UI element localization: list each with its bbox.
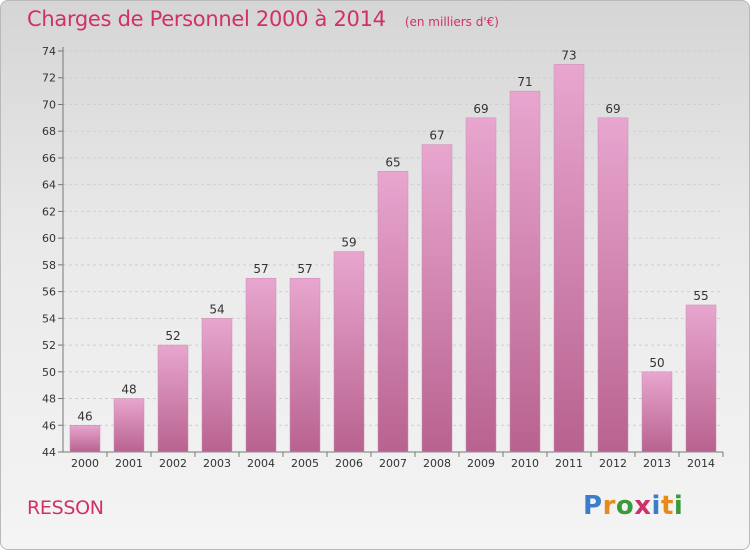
y-tick-label: 54 — [42, 312, 56, 325]
y-tick-label: 44 — [42, 446, 56, 459]
y-tick-label: 60 — [42, 232, 56, 245]
x-tick-label: 2007 — [379, 457, 407, 470]
y-tick-label: 56 — [42, 286, 56, 299]
y-tick-label: 62 — [42, 205, 56, 218]
bar-2005 — [289, 277, 321, 453]
x-tick-label: 2009 — [467, 457, 495, 470]
bar-2014 — [685, 304, 717, 453]
bar-value-label: 69 — [473, 102, 488, 116]
bar-2002 — [157, 344, 189, 453]
proxiti-logo[interactable]: Proxiti — [583, 491, 683, 521]
bar-value-label: 57 — [297, 262, 312, 276]
x-tick-label: 2006 — [335, 457, 363, 470]
x-tick-label: 2004 — [247, 457, 275, 470]
x-tick-label: 2011 — [555, 457, 583, 470]
axes: 44 46 48 50 52 54 56 58 60 62 64 66 68 70 72 74 2000 2001… — [42, 45, 724, 470]
bar-2008 — [421, 144, 453, 453]
bar-value-label: 71 — [517, 75, 532, 89]
y-tick-label: 66 — [42, 152, 56, 165]
bar-value-label: 59 — [341, 236, 356, 250]
title-row: Charges de Personnel 2000 à 2014 (en mil… — [27, 7, 499, 31]
logo-letter: i — [651, 491, 661, 521]
x-tick-label: 2005 — [291, 457, 319, 470]
bar-2006 — [333, 251, 365, 453]
y-tick-label: 50 — [42, 366, 56, 379]
x-tick-label: 2008 — [423, 457, 451, 470]
y-tick-label: 52 — [42, 339, 56, 352]
bar-2003 — [201, 318, 233, 453]
bar-2010 — [509, 90, 541, 453]
y-tick-label: 68 — [42, 125, 56, 138]
x-tick-label: 2014 — [687, 457, 715, 470]
bar-value-label: 48 — [121, 383, 136, 397]
place-name: RESSON — [27, 497, 104, 519]
bar-value-label: 73 — [561, 48, 576, 62]
bars — [69, 64, 717, 453]
x-tick-label: 2013 — [643, 457, 671, 470]
bar-2000 — [69, 425, 101, 453]
x-tick-label: 2010 — [511, 457, 539, 470]
bar-2011 — [553, 64, 585, 453]
bar-value-label: 50 — [649, 356, 664, 370]
logo-letter: i — [673, 491, 684, 521]
x-tick-label: 2002 — [159, 457, 187, 470]
logo-letter: r — [602, 491, 616, 521]
bar-2004 — [245, 277, 277, 453]
bar-value-label: 67 — [429, 129, 444, 143]
bar-value-label: 46 — [77, 409, 92, 423]
x-tick-label: 2000 — [71, 457, 99, 470]
logo-letter: x — [634, 491, 652, 521]
bar-value-label: 54 — [209, 302, 224, 316]
bar-2012 — [597, 117, 629, 453]
bar-2013 — [641, 371, 673, 453]
bar-value-label: 69 — [605, 102, 620, 116]
logo-letter: o — [615, 491, 635, 521]
bar-value-label: 65 — [385, 155, 400, 169]
x-tick-label: 2012 — [599, 457, 627, 470]
y-tick-label: 74 — [42, 45, 56, 58]
y-tick-label: 58 — [42, 259, 56, 272]
data-labels: 46 48 52 54 57 57 59 65 67 69 71 73 69 50 55 — [77, 48, 708, 423]
y-tick-label: 48 — [42, 393, 56, 406]
y-tick-label: 72 — [42, 72, 56, 85]
bar-value-label: 57 — [253, 262, 268, 276]
chart-subtitle: (en milliers d'€) — [404, 15, 499, 29]
bar-2009 — [465, 117, 497, 453]
y-tick-label: 70 — [42, 98, 56, 111]
bar-2007 — [377, 171, 409, 453]
bar-value-label: 52 — [165, 329, 180, 343]
x-tick-label: 2001 — [115, 457, 143, 470]
y-tick-label: 46 — [42, 419, 56, 432]
y-tick-label: 64 — [42, 179, 56, 192]
logo-letter: P — [583, 491, 603, 521]
chart-title: Charges de Personnel 2000 à 2014 — [27, 7, 386, 31]
logo-letter: t — [660, 491, 674, 521]
bar-value-label: 55 — [693, 289, 708, 303]
x-tick-label: 2003 — [203, 457, 231, 470]
bar-2001 — [113, 398, 145, 453]
